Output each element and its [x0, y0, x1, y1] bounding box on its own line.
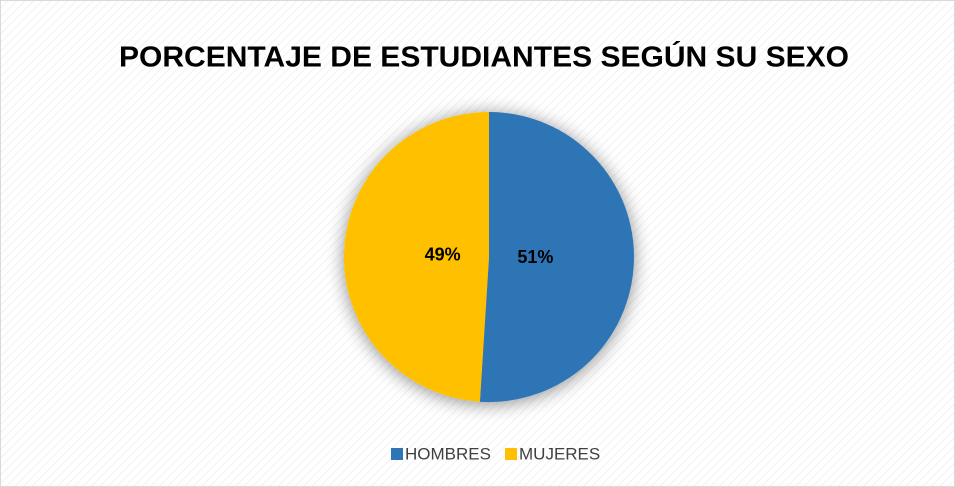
chart-title: PORCENTAJE DE ESTUDIANTES SEGÚN SU SEXO [119, 40, 849, 74]
pie-slice [479, 112, 635, 402]
legend-label: HOMBRES [405, 444, 491, 463]
data-label: 51% [517, 247, 553, 267]
data-label: 49% [425, 244, 461, 264]
legend-swatch [391, 448, 403, 460]
legend-swatch [505, 448, 517, 460]
pie [344, 112, 635, 402]
legend-label: MUJERES [519, 444, 600, 463]
pie-slice [344, 112, 489, 402]
